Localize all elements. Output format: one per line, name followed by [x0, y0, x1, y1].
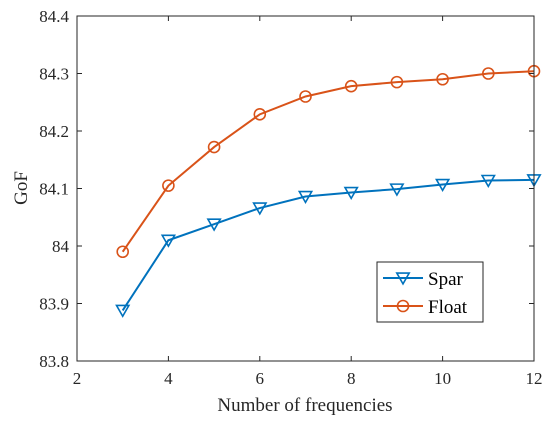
data-point-float [253, 108, 267, 121]
series-spar [115, 174, 542, 318]
legend-item-spar: Spar [383, 269, 464, 290]
y-tick-label: 84.1 [39, 180, 69, 199]
ticks-layer [76, 15, 535, 362]
series-line-spar [121, 178, 535, 311]
data-point-spar [480, 174, 496, 188]
data-point-float [207, 140, 221, 154]
x-tick-label: 10 [434, 369, 451, 388]
data-point-spar [160, 234, 176, 248]
x-tick-label: 8 [347, 369, 356, 388]
series-line-float [121, 70, 535, 253]
y-axis-title: GoF [11, 171, 32, 205]
legend-item-float: Float [383, 297, 468, 318]
legend-items: Spar Float [383, 269, 468, 318]
y-tick-label: 84 [52, 237, 70, 256]
data-point-spar [115, 304, 131, 318]
data-point-float [299, 90, 312, 103]
legend: Spar Float [376, 261, 484, 323]
x-tick-label: 4 [164, 369, 173, 388]
series-float [116, 64, 541, 259]
data-point-float [116, 245, 129, 259]
x-axis-title: Number of frequencies [217, 395, 392, 416]
y-tick-labels: 83.8 83.9 84 84.1 84.2 84.3 84.4 [39, 7, 69, 371]
legend-label-float: Float [428, 297, 468, 318]
legend-label-spar: Spar [428, 269, 464, 290]
data-point-float [344, 79, 358, 93]
y-tick-label: 84.2 [39, 122, 69, 141]
data-point-spar [389, 183, 405, 197]
x-tick-labels: 2 4 6 8 10 12 [73, 369, 543, 388]
y-tick-label: 84.3 [39, 65, 69, 84]
data-point-spar [252, 202, 268, 216]
data-point-float [390, 75, 404, 89]
data-point-spar [206, 218, 222, 232]
x-tick-label: 2 [73, 369, 82, 388]
legend-box [376, 261, 484, 323]
legend-marker-spar [395, 272, 411, 286]
data-point-spar [297, 190, 314, 205]
data-point-float [436, 72, 449, 86]
data-point-float [162, 179, 175, 192]
data-point-spar [435, 178, 451, 192]
legend-marker-float [396, 299, 410, 313]
x-tick-label: 12 [526, 369, 543, 388]
data-point-spar [343, 186, 359, 201]
data-point-float [481, 67, 495, 80]
x-tick-label: 6 [256, 369, 265, 388]
series-layer [115, 64, 542, 318]
y-tick-label: 83.8 [39, 352, 69, 371]
y-tick-label: 84.4 [39, 7, 69, 26]
y-tick-label: 83.9 [39, 295, 69, 314]
